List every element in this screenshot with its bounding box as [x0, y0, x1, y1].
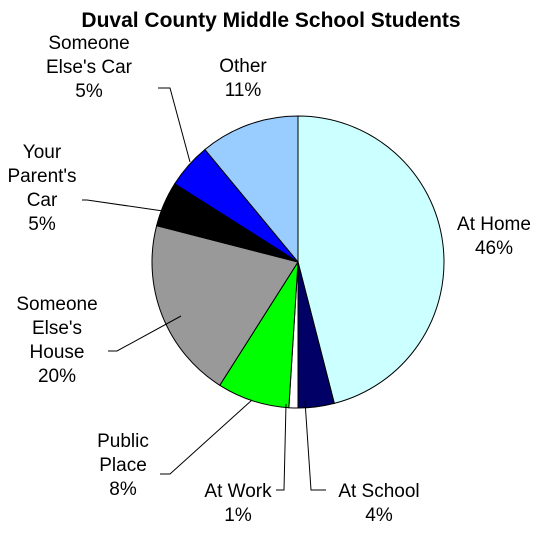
slice-label-at-home: At Home 46%	[457, 214, 531, 259]
leader-line-at-school	[304, 400, 326, 491]
chart-title: Duval County Middle School Students	[81, 9, 460, 32]
pie-slice-at-home	[297, 115, 445, 405]
leader-line-someone-else-s-car	[158, 87, 191, 163]
leader-line-at-work	[276, 403, 287, 491]
slice-label-public-place: Public Place 8%	[97, 431, 149, 500]
slice-label-at-school: At School 4%	[338, 481, 419, 526]
slice-label-at-work: At Work 1%	[204, 481, 272, 526]
leader-line-someone-else-s-house	[108, 315, 182, 352]
pie-slices	[151, 115, 445, 409]
leader-lines	[82, 87, 326, 491]
slice-labels: At Home 46% At School 4% At Work 1% Public Plac…	[7, 33, 531, 526]
slice-label-your-parent-s-car: Your Parent's Car 5%	[7, 142, 76, 235]
leader-line-your-parent-s-car	[82, 199, 164, 212]
pie-slice-someone-else-s-house	[151, 225, 299, 386]
leader-line-public-place	[160, 399, 253, 475]
slice-label-someone-else-s-house: Someone Else's House 20%	[16, 294, 97, 387]
slice-label-other: Other 11%	[219, 56, 267, 101]
pie-slice-other	[204, 115, 299, 264]
slice-label-someone-else-s-car: Someone Else's Car 5%	[46, 33, 133, 102]
